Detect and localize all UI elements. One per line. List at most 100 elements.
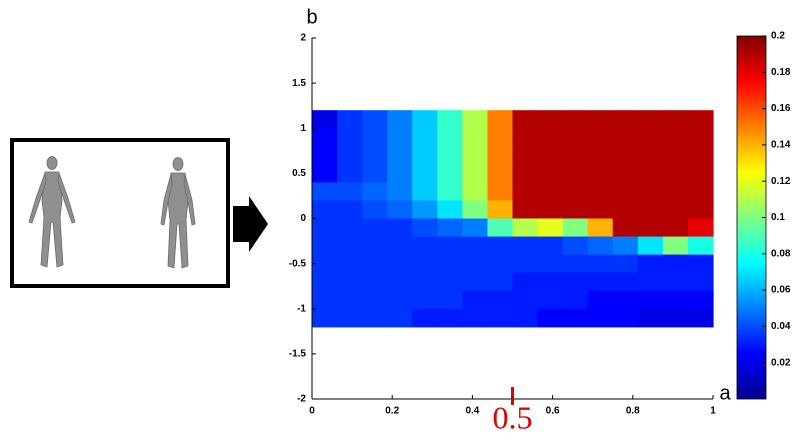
heatmap-cell xyxy=(462,182,489,202)
heatmap-cell xyxy=(462,128,489,147)
heatmap-cell xyxy=(512,128,539,147)
heatmap-cell xyxy=(512,272,539,292)
heatmap-cell xyxy=(312,290,338,310)
x-tick-label: 0 xyxy=(309,406,315,417)
heatmap-cell xyxy=(512,200,539,220)
y-tick-label: 0.5 xyxy=(292,168,306,179)
y-tick-label: -1.5 xyxy=(289,349,307,360)
heatmap-cell xyxy=(412,146,438,165)
heatmap-cell xyxy=(687,218,714,238)
heatmap-cell xyxy=(537,200,564,220)
heatmap-cell xyxy=(462,164,489,183)
heatmap-cell xyxy=(512,146,539,165)
human-figure-left xyxy=(28,156,76,268)
annotation-label: 0.5 xyxy=(493,399,533,435)
heatmap-cell xyxy=(412,128,438,147)
heatmap-cell xyxy=(537,290,564,310)
heatmap-cell xyxy=(612,110,639,129)
heatmap-cell xyxy=(387,236,413,256)
colorbar-tick-label: 0.02 xyxy=(771,357,791,368)
heatmap-cell xyxy=(337,236,363,256)
heatmap-cell xyxy=(612,218,639,238)
heatmap-cell xyxy=(637,272,664,292)
heatmap-cell xyxy=(612,128,639,147)
heatmap-cell xyxy=(562,200,589,220)
heatmap-cell xyxy=(537,236,564,256)
y-tick-label: 1 xyxy=(300,123,306,134)
heatmap-cell xyxy=(362,128,388,147)
heatmap-cell xyxy=(662,272,689,292)
heatmap-cell xyxy=(512,254,539,274)
heatmap-cell xyxy=(312,164,338,183)
heatmap-cell xyxy=(537,164,564,183)
heatmap-cell xyxy=(387,200,413,220)
heatmap-cell xyxy=(337,110,363,129)
heatmap-cell xyxy=(537,110,564,129)
heatmap-cell xyxy=(462,254,489,274)
heatmap-cell xyxy=(437,146,463,165)
heatmap-cell xyxy=(687,290,714,310)
y-tick-label: -1 xyxy=(297,303,306,314)
heatmap-cell xyxy=(612,308,639,328)
heatmap-cell xyxy=(562,272,589,292)
heatmap-cell xyxy=(337,128,363,147)
heatmap-cell xyxy=(512,290,539,310)
heatmap-cell xyxy=(537,146,564,165)
heatmap-cell xyxy=(687,236,714,256)
heatmap-cell xyxy=(437,308,463,328)
heatmap-cell xyxy=(462,146,489,165)
heatmap-cell xyxy=(362,290,388,310)
heatmap-cell xyxy=(487,164,514,183)
heatmap-cell xyxy=(387,146,413,165)
heatmap-cell xyxy=(637,218,664,238)
heatmap-cell xyxy=(362,146,388,165)
heatmap-cell xyxy=(487,236,514,256)
heatmap-cell xyxy=(637,200,664,220)
heatmap-cell xyxy=(662,218,689,238)
heatmap-cell xyxy=(612,254,639,274)
heatmap-cell xyxy=(562,164,589,183)
heatmap-cell xyxy=(662,236,689,256)
heatmap-cell xyxy=(587,146,614,165)
heatmap-cell xyxy=(587,128,614,147)
heatmap-cell xyxy=(487,146,514,165)
heatmap-cell xyxy=(587,110,614,129)
heatmap-cell xyxy=(487,290,514,310)
heatmap-cell xyxy=(412,200,438,220)
heatmap-cell xyxy=(662,128,689,147)
heatmap-cell xyxy=(662,110,689,129)
heatmap-cell xyxy=(687,182,714,202)
heatmap-cell xyxy=(412,164,438,183)
heatmap-cell xyxy=(637,128,664,147)
heatmap-cell xyxy=(512,308,539,328)
heatmap-cell xyxy=(462,272,489,292)
y-tick-label: 2 xyxy=(300,33,306,44)
y-tick-label: 0 xyxy=(300,213,306,224)
heatmap-cell xyxy=(312,182,338,202)
heatmap-cell xyxy=(487,254,514,274)
shape-panel xyxy=(10,138,230,288)
heatmap-cell xyxy=(462,110,489,129)
heatmap-cell xyxy=(362,236,388,256)
heatmap-cell xyxy=(312,254,338,274)
heatmap-cell xyxy=(362,218,388,238)
heatmap-cell xyxy=(537,308,564,328)
heatmap-cell xyxy=(637,290,664,310)
heatmap-cell xyxy=(487,200,514,220)
heatmap-cell xyxy=(337,308,363,328)
heatmap-cell xyxy=(362,110,388,129)
colorbar-tick-label: 0.08 xyxy=(771,248,791,259)
heatmap-cell xyxy=(387,254,413,274)
heatmap-cell xyxy=(612,290,639,310)
heatmap-cell xyxy=(512,218,539,238)
heatmap-cell xyxy=(587,200,614,220)
heatmap-cell xyxy=(462,218,489,238)
heatmap-cell xyxy=(337,272,363,292)
heatmap-cell xyxy=(687,254,714,274)
heatmap-cell xyxy=(587,308,614,328)
heatmap-cell xyxy=(437,128,463,147)
heatmap-cell xyxy=(637,164,664,183)
heatmap-cell xyxy=(562,128,589,147)
heatmap-cell xyxy=(437,236,463,256)
